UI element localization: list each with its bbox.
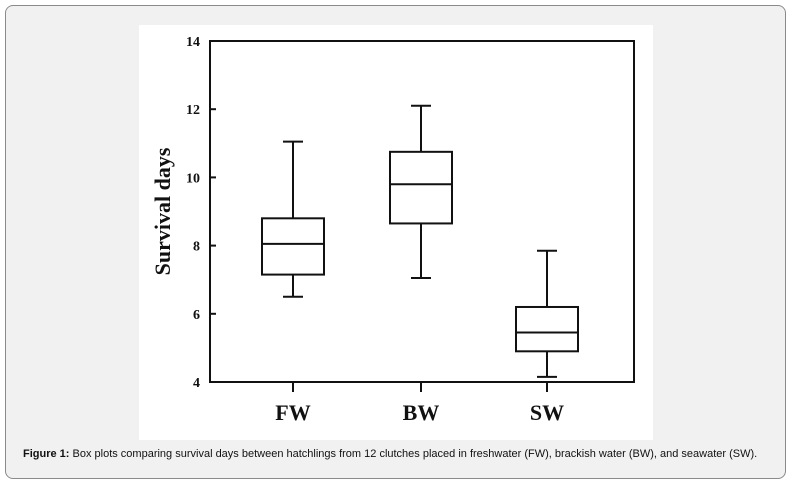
y-axis-label: Survival days	[150, 147, 175, 275]
y-tick-label: 4	[193, 376, 200, 391]
x-tick-label: FW	[275, 400, 310, 425]
box-iqr	[389, 150, 453, 225]
figure-caption: Figure 1: Box plots comparing survival d…	[23, 447, 783, 461]
box-sw: SW	[515, 249, 579, 425]
box-iqr	[515, 305, 579, 353]
y-tick-label: 8	[193, 240, 200, 255]
box-fw: FW	[261, 140, 325, 425]
y-tick-label: 12	[186, 103, 200, 118]
caption-text: Box plots comparing survival days betwee…	[69, 448, 758, 460]
figure-image	[139, 25, 653, 440]
plot-frame	[209, 40, 635, 383]
box-bw: BW	[389, 104, 453, 425]
box-iqr	[261, 217, 325, 276]
y-tick-label: 6	[193, 308, 200, 323]
y-tick-label: 14	[186, 35, 200, 50]
x-tick-label: BW	[403, 400, 440, 425]
caption-label: Figure 1:	[23, 448, 70, 460]
x-tick-label: SW	[530, 400, 564, 425]
y-tick-label: 10	[186, 171, 200, 186]
